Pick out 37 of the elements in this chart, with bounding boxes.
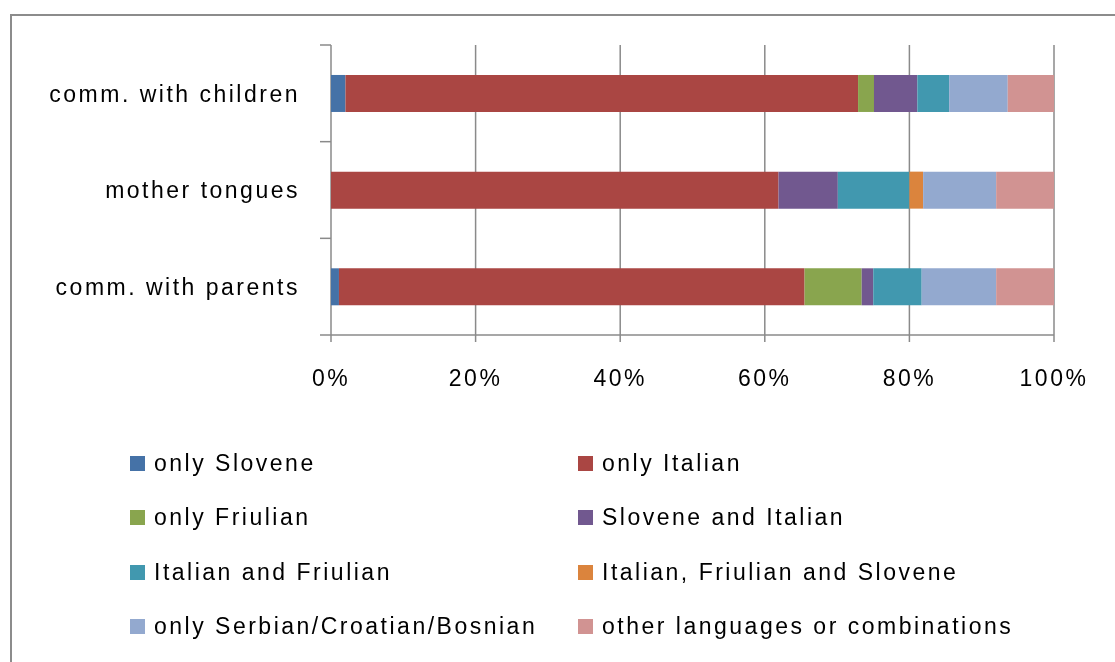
x-tick-label: 60% bbox=[738, 365, 792, 392]
bar bbox=[1007, 74, 1054, 112]
bar bbox=[338, 268, 805, 306]
legend-label: only Italian bbox=[602, 449, 742, 477]
x-tick-label: 40% bbox=[593, 365, 647, 392]
legend-label: only Serbian/Croatian/Bosnian bbox=[154, 613, 538, 641]
bar bbox=[331, 74, 346, 112]
bar bbox=[949, 74, 1008, 112]
bar bbox=[923, 171, 997, 209]
bar bbox=[921, 268, 997, 306]
bar bbox=[331, 171, 779, 209]
legend-label: Italian, Friulian and Slovene bbox=[602, 558, 959, 586]
bar bbox=[873, 268, 922, 306]
bar bbox=[909, 171, 924, 209]
legend-label: only Friulian bbox=[154, 504, 311, 532]
bar bbox=[996, 171, 1054, 209]
x-tick-label: 80% bbox=[882, 365, 937, 392]
bar bbox=[804, 268, 862, 306]
legend-label: Slovene and Italian bbox=[602, 504, 846, 532]
bar bbox=[778, 171, 838, 209]
legend-label: only Slovene bbox=[154, 449, 316, 477]
y-tick-label: mother tongues bbox=[105, 177, 300, 204]
legend-label: Italian and Friulian bbox=[154, 558, 392, 586]
bar bbox=[996, 268, 1054, 306]
x-tick-label: 20% bbox=[448, 365, 503, 392]
bar bbox=[917, 74, 950, 112]
y-tick-label: comm. with parents bbox=[55, 273, 300, 300]
legend-label: other languages or combinations bbox=[602, 613, 1014, 641]
bar bbox=[858, 74, 874, 112]
y-tick-label: comm. with children bbox=[49, 80, 300, 107]
x-tick-label: 100% bbox=[1019, 365, 1089, 392]
bar bbox=[873, 74, 918, 112]
bar bbox=[331, 268, 339, 306]
bar bbox=[837, 171, 910, 209]
bar bbox=[861, 268, 874, 306]
x-tick-label: 0% bbox=[311, 365, 351, 392]
bar bbox=[345, 74, 859, 112]
